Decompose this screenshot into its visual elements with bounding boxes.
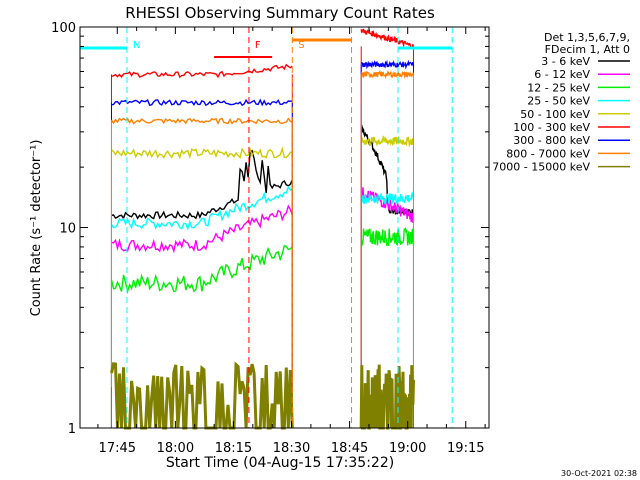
legend-label: 25 - 50 keV bbox=[527, 95, 590, 108]
y-tick-label: 1 bbox=[68, 422, 76, 437]
series-trace-s1-2 bbox=[110, 244, 293, 294]
legend: Det 1,3,5,6,7,9,FDecim 1, Att 03 - 6 keV… bbox=[492, 31, 630, 174]
series-trace-s1-4 bbox=[111, 146, 293, 160]
legend-label: 12 - 25 keV bbox=[527, 81, 590, 94]
series-trace-s2-4 bbox=[360, 135, 415, 148]
series-trace-s1-8 bbox=[110, 361, 294, 430]
series-trace-s1-0 bbox=[111, 149, 293, 220]
series-trace-s2-7 bbox=[361, 69, 415, 80]
series-trace-s1-5 bbox=[111, 63, 293, 79]
series-trace-s2-3 bbox=[360, 191, 415, 206]
legend-label: 800 - 7000 keV bbox=[506, 147, 590, 160]
series-trace-s2-5 bbox=[360, 28, 415, 50]
series-trace-s2-1 bbox=[360, 187, 415, 223]
legend-label: 7000 - 15000 keV bbox=[492, 161, 590, 174]
x-tick-label: 19:00 bbox=[389, 441, 426, 456]
series-trace-s1-7 bbox=[110, 117, 293, 126]
annotation-label: F bbox=[255, 40, 261, 51]
legend-label: 100 - 300 keV bbox=[513, 121, 590, 134]
legend-header-line: FDecim 1, Att 0 bbox=[545, 43, 630, 56]
series-trace-s2-2 bbox=[360, 227, 415, 247]
series-trace-s1-1 bbox=[111, 204, 293, 254]
x-tick-label: 18:30 bbox=[273, 441, 310, 456]
timestamp: 30-Oct-2021 02:38 bbox=[561, 469, 637, 478]
annotation-label: S bbox=[298, 40, 304, 51]
series-trace-s1-3 bbox=[110, 185, 293, 231]
annotation-label: N bbox=[133, 40, 140, 51]
x-tick-label: 17:45 bbox=[99, 441, 136, 456]
legend-label: 300 - 800 keV bbox=[513, 134, 590, 147]
x-tick-label: 19:15 bbox=[447, 441, 484, 456]
legend-header-line: Det 1,3,5,6,7,9, bbox=[544, 31, 630, 44]
y-tick-label: 10 bbox=[59, 222, 76, 237]
y-axis-label: Count Rate (s⁻¹ detector⁻¹) bbox=[29, 140, 44, 317]
x-tick-label: 18:15 bbox=[215, 441, 252, 456]
series-trace-s1-6 bbox=[111, 98, 293, 107]
x-tick-label: 18:45 bbox=[331, 441, 368, 456]
legend-label: 6 - 12 keV bbox=[534, 68, 590, 81]
axis-ticks: 17:45 18:00 18:15 18:30 18:45 19:00 19:15 1 10 10… bbox=[51, 21, 489, 456]
y-tick-label: 100 bbox=[51, 21, 76, 36]
legend-label: 3 - 6 keV bbox=[541, 55, 590, 68]
x-axis-label: Start Time (04-Aug-15 17:35:22) bbox=[166, 455, 394, 471]
series-trace-s2-8 bbox=[359, 364, 415, 430]
series-trace-s2-6 bbox=[360, 59, 415, 70]
chart-title: RHESSI Observing Summary Count Rates bbox=[125, 4, 435, 22]
x-tick-label: 18:00 bbox=[157, 441, 194, 456]
legend-label: 50 - 100 keV bbox=[520, 108, 590, 121]
